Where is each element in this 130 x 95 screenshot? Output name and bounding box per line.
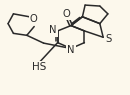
Text: N: N: [49, 25, 57, 35]
Text: O: O: [30, 14, 37, 24]
Text: S: S: [105, 34, 111, 44]
Text: HS: HS: [32, 62, 46, 72]
Text: O: O: [62, 9, 70, 19]
Text: N: N: [67, 45, 75, 55]
